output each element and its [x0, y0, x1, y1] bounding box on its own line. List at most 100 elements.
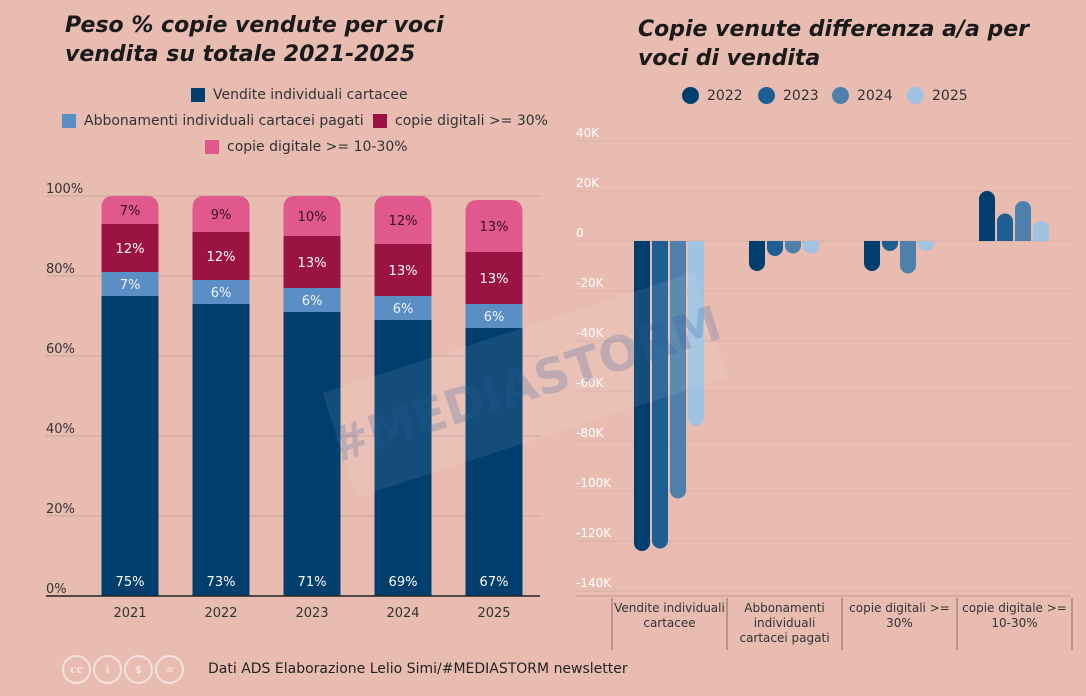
- bar: [882, 241, 898, 251]
- bar: [749, 241, 765, 271]
- y-tick-label: -100K: [576, 476, 612, 490]
- x-tick-label: 2022: [204, 606, 237, 621]
- left-chart-title: Peso % copie vendute per voci vendita su…: [65, 13, 444, 67]
- legend-label: Abbonamenti individuali cartacei pagati: [84, 113, 364, 129]
- bar-segment: [101, 196, 159, 224]
- y-tick-label: -120K: [576, 526, 612, 540]
- y-tick-label: -20K: [576, 276, 605, 290]
- legend-item-vendite: Vendite individuali cartacee: [191, 87, 408, 103]
- noderivatives-icon: =: [155, 654, 184, 684]
- legend-label: 2024: [857, 87, 893, 104]
- y-tick-label: -80K: [576, 426, 605, 440]
- bar: [1033, 221, 1049, 241]
- footer: cc i $ = Dati ADS Elaborazione Lelio Sim…: [62, 652, 628, 686]
- bar-segment: [283, 236, 341, 288]
- legend-item-2024: 2024: [832, 87, 893, 104]
- legend-label: Vendite individuali cartacee: [213, 87, 408, 103]
- data-label: 6%: [302, 294, 323, 309]
- bar: [767, 241, 783, 256]
- bar-segment: [283, 288, 341, 312]
- y-tick-label: -60K: [576, 376, 605, 390]
- y-tick-label: 20K: [576, 176, 600, 190]
- bar: [1015, 201, 1031, 241]
- legend-label: 2025: [932, 87, 968, 104]
- bar-segment: [283, 196, 341, 236]
- y-tick-label: 0: [576, 226, 584, 240]
- bar-segment: [465, 328, 523, 596]
- bar-segment: [374, 244, 432, 296]
- data-label: 13%: [389, 264, 418, 279]
- y-tick-label: 20%: [46, 502, 75, 517]
- bar-segment: [192, 232, 250, 280]
- bar-segment: [465, 252, 523, 304]
- bar: [803, 241, 819, 254]
- data-label: 69%: [389, 575, 418, 590]
- x-tick-label: 2023: [295, 606, 328, 621]
- x-category-label: copie digitali >= 30%: [849, 601, 950, 630]
- bar-segment: [101, 272, 159, 296]
- legend-item-digitale-10-30: copie digitale >= 10-30%: [205, 139, 408, 155]
- x-category-label: copie digitale >= 10-30%: [962, 601, 1067, 630]
- legend-item-abbonamenti: Abbonamenti individuali cartacei pagati: [62, 113, 364, 129]
- legend-dot: [907, 87, 924, 104]
- bar-segment: [192, 196, 250, 232]
- legend-dot: [758, 87, 775, 104]
- bar: [918, 241, 934, 251]
- bar-segment: [465, 200, 523, 252]
- bar-segment: [374, 320, 432, 596]
- attribution-icon: i: [93, 654, 122, 684]
- bar-segment: [192, 304, 250, 596]
- bar: [997, 213, 1013, 241]
- y-tick-label: 100%: [46, 182, 83, 197]
- x-category-label: Abbonamenti individuali cartacei pagati: [739, 601, 829, 645]
- bar: [900, 241, 916, 274]
- legend-dot: [682, 87, 699, 104]
- legend-item-2022: 2022: [682, 87, 743, 104]
- x-tick-label: 2021: [113, 606, 146, 621]
- legend-swatch: [373, 114, 387, 128]
- y-tick-label: 0%: [46, 582, 67, 597]
- data-label: 6%: [211, 286, 232, 301]
- data-label: 7%: [120, 278, 141, 293]
- legend-swatch: [62, 114, 76, 128]
- source-credit: Dati ADS Elaborazione Lelio Simi/#MEDIAS…: [208, 661, 628, 677]
- data-label: 67%: [480, 575, 509, 590]
- legend-swatch: [191, 88, 205, 102]
- legend-item-2023: 2023: [758, 87, 819, 104]
- legend-label: copie digitale >= 10-30%: [227, 139, 408, 155]
- data-label: 12%: [389, 214, 418, 229]
- right-chart-title: Copie venute differenza a/a per voci di …: [638, 17, 1029, 71]
- data-label: 13%: [480, 272, 509, 287]
- data-label: 7%: [120, 204, 141, 219]
- legend-label: 2023: [783, 87, 819, 104]
- bar-segment: [374, 196, 432, 244]
- data-label: 6%: [393, 302, 414, 317]
- bar-segment: [283, 312, 341, 596]
- data-label: 9%: [211, 208, 232, 223]
- data-label: 12%: [116, 242, 145, 257]
- bar-segment: [374, 296, 432, 320]
- x-tick-label: 2025: [477, 606, 510, 621]
- data-label: 75%: [116, 575, 145, 590]
- legend-item-digitali-30: copie digitali >= 30%: [373, 113, 548, 129]
- legend-dot: [832, 87, 849, 104]
- cc-icon: cc: [62, 654, 91, 684]
- data-label: 6%: [484, 310, 505, 325]
- legend-label: 2022: [707, 87, 743, 104]
- bar: [979, 191, 995, 241]
- legend-item-2025: 2025: [907, 87, 968, 104]
- bar: [634, 241, 650, 551]
- y-tick-label: 60%: [46, 342, 75, 357]
- y-tick-label: 80%: [46, 262, 75, 277]
- y-tick-label: 40K: [576, 126, 600, 140]
- bar-segment: [192, 280, 250, 304]
- data-label: 12%: [207, 250, 236, 265]
- bar-segment: [101, 224, 159, 272]
- data-label: 71%: [298, 575, 327, 590]
- legend-swatch: [205, 140, 219, 154]
- data-label: 13%: [298, 256, 327, 271]
- y-tick-label: 40%: [46, 422, 75, 437]
- bar-segment: [465, 304, 523, 328]
- y-tick-label: -40K: [576, 326, 605, 340]
- x-category-label: Vendite individuali cartacee: [614, 601, 725, 630]
